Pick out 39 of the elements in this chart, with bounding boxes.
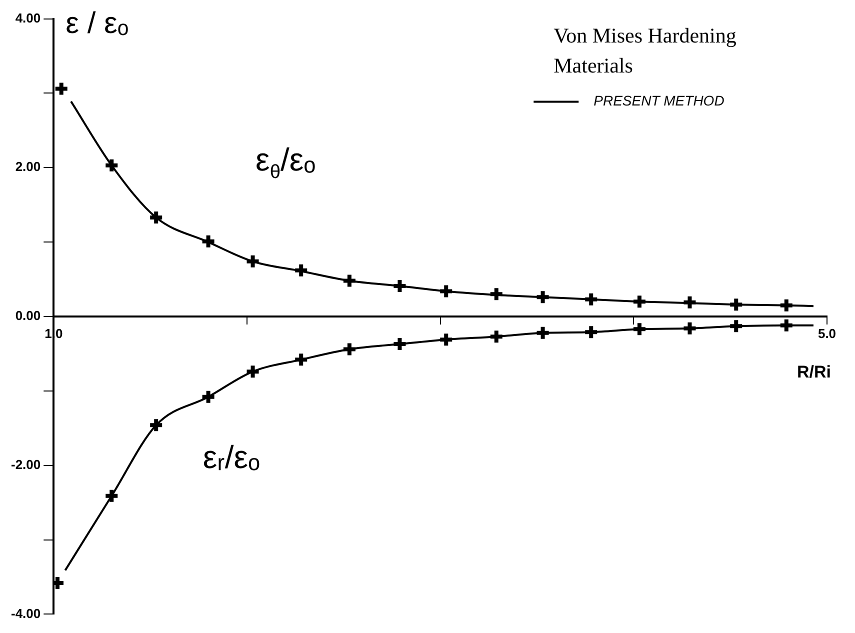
point	[682, 294, 698, 310]
point	[778, 317, 794, 334]
point	[778, 297, 794, 314]
point	[438, 283, 454, 300]
point	[534, 324, 551, 341]
y-tick-label: -2.00	[10, 456, 41, 472]
point	[293, 262, 310, 278]
y-tick-label: 0.00	[15, 308, 41, 324]
point	[631, 321, 648, 338]
point	[104, 157, 120, 174]
point	[631, 294, 648, 310]
point	[104, 488, 120, 504]
y-tick-label: -4.00	[10, 606, 41, 621]
point	[341, 341, 358, 358]
point	[244, 253, 261, 270]
x-tick-label: 5.0	[818, 326, 836, 341]
x-axis-title: R/Ri	[797, 362, 831, 382]
y-tick-label: 2.00	[15, 159, 41, 174]
point	[534, 289, 551, 306]
point	[341, 272, 358, 289]
point	[583, 291, 600, 308]
point	[488, 286, 504, 302]
point	[200, 388, 216, 405]
point	[148, 417, 164, 434]
text: Von Mises Hardening Materials	[554, 23, 737, 78]
annotation: εᵣ/εₒ	[202, 439, 260, 476]
point	[728, 296, 744, 313]
y-tick-label: 4.00	[15, 10, 41, 26]
point	[682, 320, 698, 336]
point	[728, 318, 744, 334]
point	[200, 233, 216, 250]
y-axis-title: ε / εₒ	[66, 7, 129, 40]
point	[438, 332, 454, 348]
point	[583, 324, 600, 340]
point	[54, 80, 70, 97]
point	[244, 364, 261, 380]
point	[293, 352, 310, 368]
point	[488, 328, 504, 345]
legend-label: PRESENT METHOD	[594, 92, 724, 109]
